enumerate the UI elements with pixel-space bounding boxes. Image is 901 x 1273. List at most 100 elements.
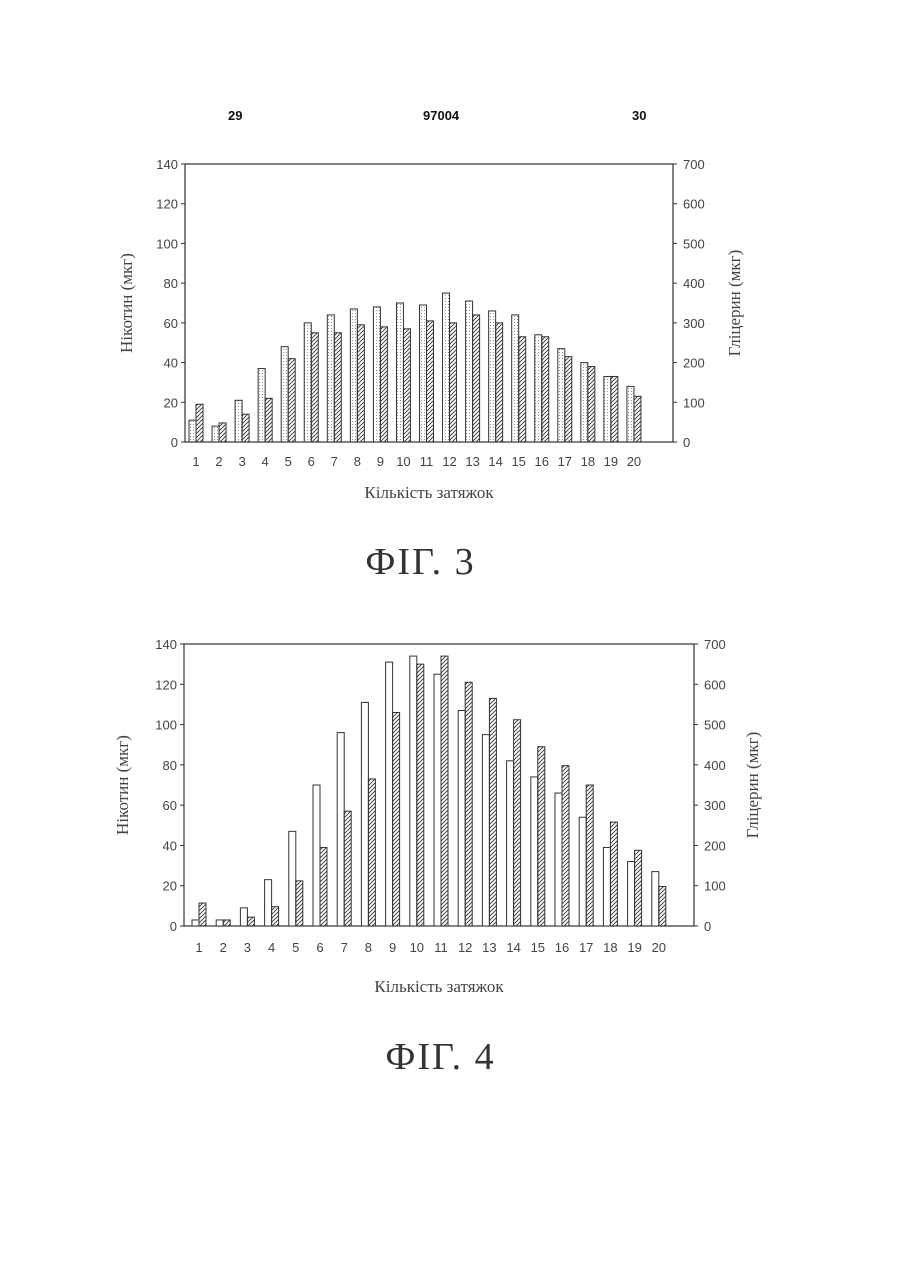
glycerin-bar-11 bbox=[427, 321, 434, 442]
x-tick-label: 13 bbox=[465, 454, 479, 469]
nicotine-bar-11 bbox=[434, 674, 441, 926]
x-tick-label: 14 bbox=[488, 454, 502, 469]
glycerin-bar-3 bbox=[242, 414, 249, 442]
x-tick-label: 11 bbox=[420, 454, 434, 469]
nicotine-bar-11 bbox=[420, 305, 427, 442]
nicotine-bar-6 bbox=[304, 323, 311, 442]
x-tick-label: 6 bbox=[316, 940, 323, 955]
x-tick-label: 20 bbox=[652, 940, 666, 955]
y-tick-label: 60 bbox=[163, 798, 177, 813]
glycerin-bar-8 bbox=[357, 325, 364, 442]
x-tick-label: 19 bbox=[604, 454, 618, 469]
x-tick-label: 5 bbox=[285, 454, 292, 469]
y2-tick-label: 300 bbox=[683, 316, 705, 331]
nicotine-bar-15 bbox=[531, 777, 538, 926]
y-tick-label: 120 bbox=[155, 677, 177, 692]
nicotine-bar-7 bbox=[327, 315, 334, 442]
x-tick-label: 7 bbox=[341, 940, 348, 955]
nicotine-bar-16 bbox=[535, 335, 542, 442]
x-tick-label: 6 bbox=[308, 454, 315, 469]
x-axis-title: Кількість затяжок bbox=[374, 977, 504, 996]
glycerin-bar-17 bbox=[586, 785, 593, 926]
y-tick-label: 140 bbox=[156, 157, 178, 172]
nicotine-bar-7 bbox=[337, 733, 344, 926]
nicotine-bar-4 bbox=[258, 369, 265, 442]
nicotine-bar-13 bbox=[466, 301, 473, 442]
glycerin-bar-1 bbox=[196, 404, 203, 442]
figure-3-caption: ФІГ. 3 bbox=[0, 540, 871, 584]
y-tick-label: 140 bbox=[155, 637, 177, 652]
x-tick-label: 1 bbox=[195, 940, 202, 955]
y2-tick-label: 300 bbox=[704, 798, 726, 813]
glycerin-bar-1 bbox=[199, 903, 206, 926]
glycerin-bar-7 bbox=[334, 333, 341, 442]
y2-tick-label: 0 bbox=[704, 919, 711, 934]
x-tick-label: 13 bbox=[482, 940, 496, 955]
figure-3-chart: 0204060801001201400100200300400500600700… bbox=[0, 150, 901, 510]
glycerin-bar-16 bbox=[562, 766, 569, 926]
y-axis-title: Нікотин (мкг) bbox=[117, 253, 136, 353]
y2-tick-label: 600 bbox=[683, 197, 705, 212]
x-tick-label: 17 bbox=[579, 940, 593, 955]
x-axis-title: Кількість затяжок bbox=[364, 483, 494, 502]
y-tick-label: 40 bbox=[163, 838, 177, 853]
y2-tick-label: 500 bbox=[704, 718, 726, 733]
x-tick-label: 18 bbox=[581, 454, 595, 469]
nicotine-bar-10 bbox=[396, 303, 403, 442]
glycerin-bar-18 bbox=[610, 822, 617, 926]
glycerin-bar-19 bbox=[635, 850, 642, 926]
y-tick-label: 0 bbox=[171, 435, 178, 450]
y2-tick-label: 100 bbox=[704, 879, 726, 894]
y-tick-label: 80 bbox=[163, 758, 177, 773]
nicotine-bar-3 bbox=[240, 908, 247, 926]
glycerin-bar-12 bbox=[450, 323, 457, 442]
glycerin-bar-16 bbox=[542, 337, 549, 442]
x-tick-label: 9 bbox=[389, 940, 396, 955]
nicotine-bar-19 bbox=[628, 862, 635, 926]
nicotine-bar-18 bbox=[581, 363, 588, 442]
glycerin-bar-15 bbox=[538, 747, 545, 926]
glycerin-bar-15 bbox=[519, 337, 526, 442]
glycerin-bar-10 bbox=[417, 664, 424, 926]
glycerin-bar-4 bbox=[272, 907, 279, 926]
glycerin-bar-17 bbox=[565, 357, 572, 442]
page-number-right: 30 bbox=[632, 108, 646, 123]
y-tick-label: 60 bbox=[164, 316, 178, 331]
nicotine-bar-12 bbox=[443, 293, 450, 442]
x-tick-label: 1 bbox=[192, 454, 199, 469]
glycerin-bar-20 bbox=[634, 396, 641, 442]
nicotine-bar-20 bbox=[627, 386, 634, 442]
x-tick-label: 3 bbox=[238, 454, 245, 469]
y2-tick-label: 200 bbox=[704, 838, 726, 853]
glycerin-bar-9 bbox=[393, 712, 400, 926]
glycerin-bar-5 bbox=[296, 881, 303, 926]
y-tick-label: 20 bbox=[163, 879, 177, 894]
nicotine-bar-1 bbox=[192, 920, 199, 926]
nicotine-bar-17 bbox=[579, 817, 586, 926]
x-tick-label: 14 bbox=[506, 940, 520, 955]
y-tick-label: 100 bbox=[155, 718, 177, 733]
x-tick-label: 8 bbox=[365, 940, 372, 955]
x-tick-label: 10 bbox=[410, 940, 424, 955]
nicotine-bar-8 bbox=[350, 309, 357, 442]
nicotine-bar-1 bbox=[189, 420, 196, 442]
x-tick-label: 17 bbox=[558, 454, 572, 469]
nicotine-bar-2 bbox=[216, 920, 223, 926]
nicotine-bar-9 bbox=[386, 662, 393, 926]
x-tick-label: 12 bbox=[442, 454, 456, 469]
y2-tick-label: 600 bbox=[704, 677, 726, 692]
glycerin-bar-14 bbox=[496, 323, 503, 442]
glycerin-bar-9 bbox=[380, 327, 387, 442]
x-tick-label: 4 bbox=[268, 940, 275, 955]
figure-4-caption: ФІГ. 4 bbox=[0, 1035, 891, 1079]
glycerin-bar-12 bbox=[465, 682, 472, 926]
nicotine-bar-18 bbox=[603, 847, 610, 926]
nicotine-bar-5 bbox=[281, 347, 288, 442]
x-tick-label: 7 bbox=[331, 454, 338, 469]
glycerin-bar-19 bbox=[611, 376, 618, 442]
y-tick-label: 20 bbox=[164, 395, 178, 410]
x-tick-label: 8 bbox=[354, 454, 361, 469]
nicotine-bar-6 bbox=[313, 785, 320, 926]
x-tick-label: 16 bbox=[535, 454, 549, 469]
nicotine-bar-14 bbox=[507, 761, 514, 926]
